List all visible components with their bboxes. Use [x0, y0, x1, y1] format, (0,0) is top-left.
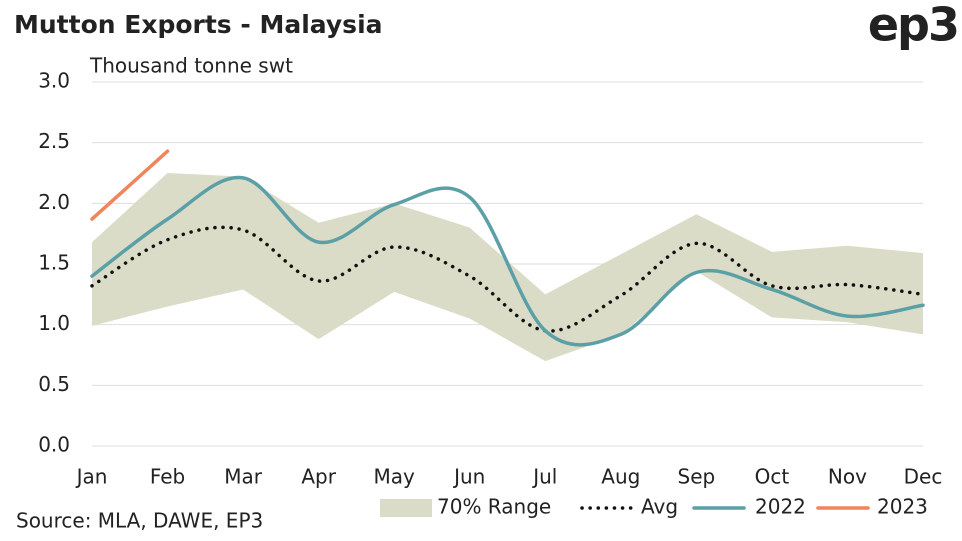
- source: Source: MLA, DAWE, EP3: [16, 509, 263, 533]
- x-tick-label: Jan: [75, 465, 108, 489]
- x-tick-label: Feb: [150, 465, 185, 489]
- x-tick-label: Mar: [224, 465, 263, 489]
- y-tick-label: 1.0: [38, 311, 70, 335]
- series-line: [90, 225, 925, 333]
- x-tick-label: Sep: [678, 465, 716, 489]
- y-tick-label: 1.5: [38, 251, 70, 275]
- x-tick-label: Jun: [452, 465, 485, 489]
- y-tick-label: 3.0: [38, 69, 70, 93]
- legend-label: Avg: [641, 495, 678, 519]
- legend-label: 2022: [755, 495, 806, 519]
- y-tick-label: 0.5: [38, 372, 70, 396]
- x-tick-label: May: [374, 465, 416, 489]
- x-tick-label: Dec: [904, 465, 943, 489]
- logo: ep3: [868, 0, 958, 52]
- x-tick-label: Apr: [301, 465, 336, 489]
- x-tick-label: Aug: [601, 465, 640, 489]
- series-line: [90, 175, 925, 347]
- x-tick-label: Oct: [755, 465, 790, 489]
- legend-swatch: [380, 499, 432, 517]
- chart-title: Mutton Exports - Malaysia: [14, 10, 383, 39]
- y-axis-label: Thousand tonne swt: [89, 54, 293, 78]
- y-tick-label: 0.0: [38, 433, 70, 457]
- y-tick-label: 2.5: [38, 129, 70, 153]
- legend-label: 70% Range: [437, 495, 551, 519]
- x-tick-label: Nov: [828, 465, 867, 489]
- x-tick-label: Jul: [531, 465, 557, 489]
- series-line: [90, 149, 170, 221]
- y-tick-label: 2.0: [38, 190, 70, 214]
- legend-label: 2023: [877, 495, 928, 519]
